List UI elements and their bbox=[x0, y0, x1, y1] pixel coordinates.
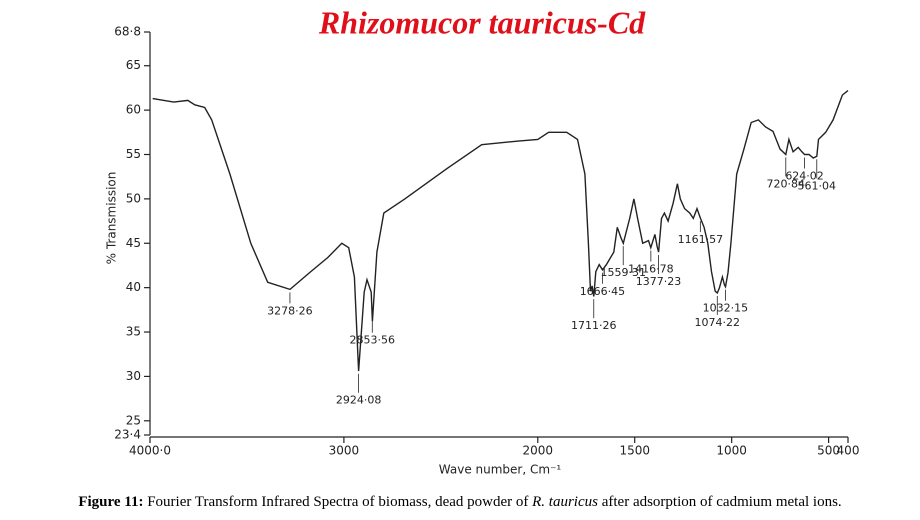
peak-label: 1161·57 bbox=[678, 233, 724, 246]
chart-title: Rhizomucor tauricus-Cd bbox=[318, 4, 646, 40]
x-tick-label: 1500 bbox=[619, 444, 650, 458]
y-tick-label: 65 bbox=[126, 58, 141, 72]
peak-label: 2853·56 bbox=[350, 334, 396, 347]
peak-label: 561·04 bbox=[798, 179, 837, 192]
x-tick-label: 400 bbox=[837, 444, 860, 458]
caption-text: Fourier Transform Infrared Spectra of bi… bbox=[147, 494, 533, 510]
y-axis-label: % Transmission bbox=[105, 172, 119, 265]
y-tick-label: 50 bbox=[126, 191, 141, 205]
peak-label: 720·84 bbox=[767, 177, 806, 190]
caption-text: after adsorption of cadmium metal ions. bbox=[597, 494, 842, 510]
peak-label: 624·02 bbox=[785, 169, 824, 182]
y-tick-label: 60 bbox=[126, 103, 141, 117]
caption-label: Figure 11: bbox=[78, 494, 144, 510]
chart: Rhizomucor tauricus-Cd % Transmission Wa… bbox=[105, 4, 860, 477]
peak-label: 1074·22 bbox=[695, 316, 741, 329]
peak-label: 3278·26 bbox=[267, 304, 313, 317]
x-tick-label: 500 bbox=[817, 444, 840, 458]
y-tick-label: 40 bbox=[126, 280, 141, 294]
caption-species: R. tauricus bbox=[532, 494, 598, 510]
y-tick-label: 68·8 bbox=[114, 25, 141, 39]
x-tick-label: 3000 bbox=[329, 444, 360, 458]
y-tick-label: 55 bbox=[126, 147, 141, 161]
y-tick-label: 35 bbox=[126, 325, 141, 339]
x-tick-label: 4000·0 bbox=[129, 444, 171, 458]
peak-label: 2924·08 bbox=[336, 394, 382, 407]
peak-label: 1377·23 bbox=[636, 275, 682, 288]
peak-label: 1559·31 bbox=[600, 266, 646, 279]
peak-label: 1711·26 bbox=[571, 319, 617, 332]
y-tick-label: 25 bbox=[126, 413, 141, 427]
peak-label: 1666·45 bbox=[580, 285, 626, 298]
spectrum-line bbox=[152, 90, 849, 372]
peak-label: 1416·78 bbox=[628, 263, 674, 276]
peak-label: 1032·15 bbox=[703, 302, 749, 315]
x-axis-label: Wave number, Cm⁻¹ bbox=[439, 463, 562, 477]
x-tick-label: 2000 bbox=[523, 444, 554, 458]
caption: Figure 11: Fourier Transform Infrared Sp… bbox=[0, 494, 920, 511]
y-tick-label: 30 bbox=[126, 369, 141, 383]
y-tick-label: 45 bbox=[126, 236, 141, 250]
y-tick-label: 23·4 bbox=[114, 428, 141, 442]
x-tick-label: 1000 bbox=[716, 444, 747, 458]
